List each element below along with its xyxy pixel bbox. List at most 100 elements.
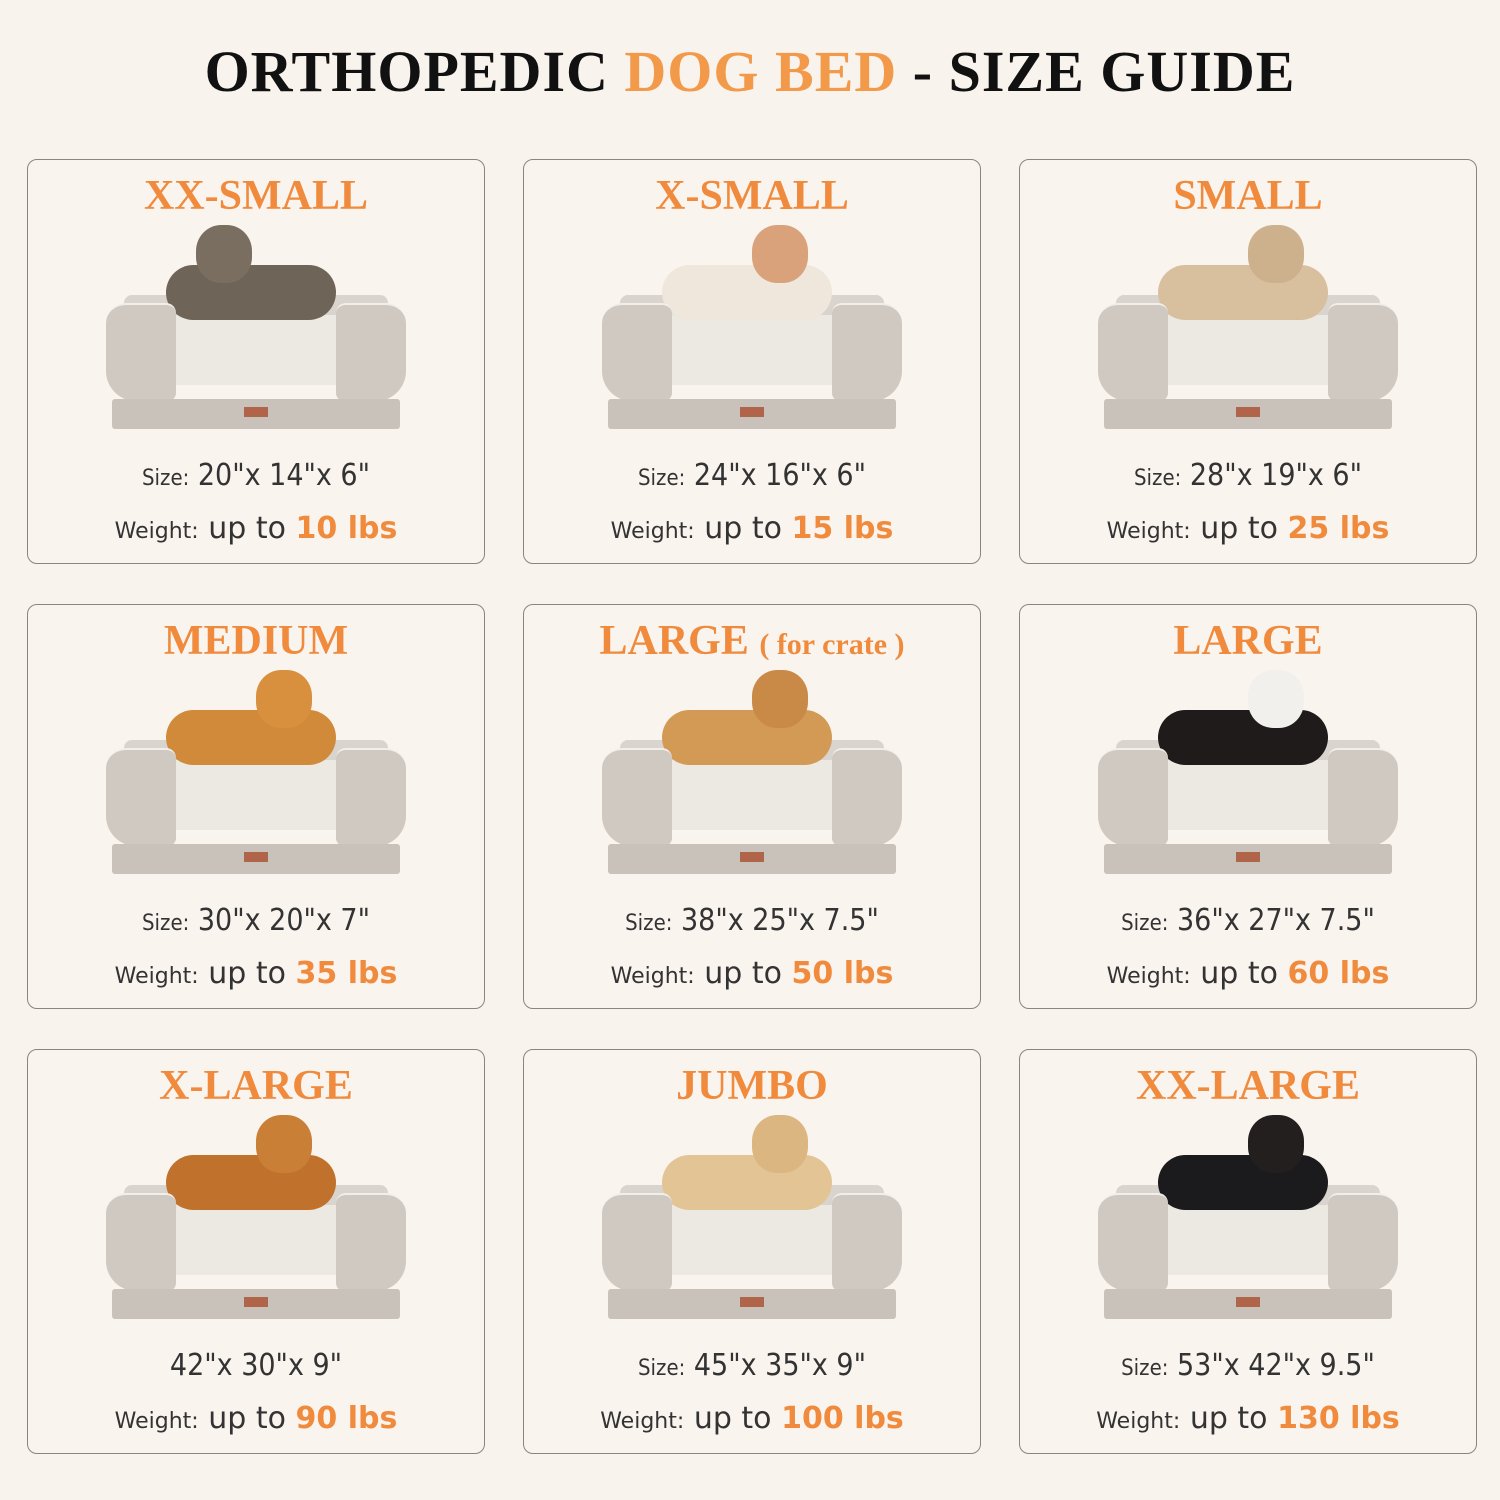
title-accent: DOG BED <box>624 39 898 104</box>
size-card: XX-SMALL Size: 20"x 14"x 6" Weight: up t… <box>27 159 485 564</box>
bed-bolster-left <box>1098 1193 1168 1291</box>
size-label: Size: <box>637 466 686 491</box>
title-part2: - SIZE GUIDE <box>897 39 1296 104</box>
bed-cushion <box>642 760 862 830</box>
size-value: 20"x 14"x 6" <box>197 458 371 493</box>
bed-bolster-left <box>602 303 672 401</box>
size-card: XX-LARGE Size: 53"x 42"x 9.5" Weight: up… <box>1019 1049 1477 1454</box>
size-card: JUMBO Size: 45"x 35"x 9" Weight: up to 1… <box>523 1049 981 1454</box>
bed-bolster-left <box>602 1193 672 1291</box>
size-name: JUMBO <box>676 1063 828 1109</box>
bed-cushion <box>1138 760 1358 830</box>
dog-bed-image <box>602 1115 902 1320</box>
pet-head <box>1248 670 1304 728</box>
size-title: X-SMALL <box>524 172 980 220</box>
size-card: SMALL Size: 28"x 19"x 6" Weight: up to 2… <box>1019 159 1477 564</box>
weight-value: 10 lbs <box>295 511 398 546</box>
size-title: SMALL <box>1020 172 1476 220</box>
size-title: XX-SMALL <box>28 172 484 220</box>
dog-bed-image <box>106 225 406 430</box>
weight-value: 50 lbs <box>791 956 894 991</box>
dog-bed-image <box>106 670 406 875</box>
pet-body <box>662 265 832 320</box>
dog-bed-image <box>1098 225 1398 430</box>
weight-capacity: Weight: up to 50 lbs <box>524 956 980 991</box>
pet-body <box>166 710 336 765</box>
bed-bolster-right <box>1328 748 1398 846</box>
pet-body <box>662 1155 832 1210</box>
weight-capacity: Weight: up to 10 lbs <box>28 511 484 546</box>
size-dimensions: Size: 36"x 27"x 7.5" <box>1020 903 1476 938</box>
size-title: XX-LARGE <box>1020 1062 1476 1110</box>
size-card: LARGE Size: 36"x 27"x 7.5" Weight: up to… <box>1019 604 1477 1009</box>
brand-tag <box>244 1297 268 1307</box>
weight-capacity: Weight: up to 35 lbs <box>28 956 484 991</box>
brand-tag <box>740 407 764 417</box>
weight-label: Weight: <box>600 1409 685 1434</box>
size-value: 24"x 16"x 6" <box>693 458 867 493</box>
bed-cushion <box>146 315 366 385</box>
bed-bolster-right <box>336 1193 406 1291</box>
size-name: X-SMALL <box>655 173 849 219</box>
bed-bolster-right <box>1328 1193 1398 1291</box>
weight-value: 25 lbs <box>1287 511 1390 546</box>
french-bulldog-image <box>1158 225 1338 335</box>
weight-prefix: up to <box>704 956 782 991</box>
size-dimensions: Size: 24"x 16"x 6" <box>524 458 980 493</box>
weight-prefix: up to <box>1189 1401 1268 1436</box>
pet-head <box>752 1115 808 1173</box>
tabby-cat-image <box>166 225 346 335</box>
pet-body <box>1158 265 1328 320</box>
bed-bolster-left <box>602 748 672 846</box>
bed-cushion <box>1138 1205 1358 1275</box>
size-label: Size: <box>1133 466 1182 491</box>
pet-body <box>1158 1155 1328 1210</box>
bed-cushion <box>642 1205 862 1275</box>
pet-body <box>166 265 336 320</box>
dog-bed-image <box>1098 670 1398 875</box>
weight-capacity: Weight: up to 25 lbs <box>1020 511 1476 546</box>
bed-bolster-right <box>832 1193 902 1291</box>
size-name: XX-SMALL <box>143 173 368 219</box>
bed-bolster-right <box>1328 303 1398 401</box>
weight-value: 15 lbs <box>791 511 894 546</box>
dog-bed-image <box>106 1115 406 1320</box>
australian-shepherd-image <box>1158 670 1338 780</box>
brand-tag <box>1236 1297 1260 1307</box>
weight-prefix: up to <box>704 511 782 546</box>
brand-tag <box>1236 407 1260 417</box>
size-label: Size: <box>1121 911 1169 936</box>
size-dimensions: Size: 45"x 35"x 9" <box>524 1348 980 1383</box>
weight-capacity: Weight: up to 100 lbs <box>524 1401 980 1436</box>
bed-cushion <box>642 315 862 385</box>
page-title: ORTHOPEDIC DOG BED - SIZE GUIDE <box>0 38 1500 105</box>
size-title: MEDIUM <box>28 617 484 665</box>
size-name: SMALL <box>1173 173 1323 219</box>
shiba-inu-image <box>662 670 842 780</box>
size-note: ( for crate ) <box>759 628 905 661</box>
bed-bolster-left <box>106 303 176 401</box>
weight-value: 90 lbs <box>295 1401 398 1436</box>
weight-value: 130 lbs <box>1277 1401 1400 1436</box>
dog-bed-image <box>602 225 902 430</box>
size-card: LARGE ( for crate ) Size: 38"x 25"x 7.5"… <box>523 604 981 1009</box>
size-value: 38"x 25"x 7.5" <box>681 903 879 938</box>
size-title: LARGE <box>1020 617 1476 665</box>
bed-bolster-left <box>106 748 176 846</box>
bed-bolster-right <box>832 303 902 401</box>
pet-body <box>662 710 832 765</box>
size-dimensions: Size: 30"x 20"x 7" <box>28 903 484 938</box>
weight-prefix: up to <box>208 1401 286 1436</box>
pet-head <box>256 670 312 728</box>
weight-label: Weight: <box>114 519 199 544</box>
size-grid: XX-SMALL Size: 20"x 14"x 6" Weight: up t… <box>27 159 1477 1454</box>
size-dimensions: Size: 38"x 25"x 7.5" <box>524 903 980 938</box>
dog-bed-image <box>602 670 902 875</box>
size-name: LARGE <box>1173 618 1323 664</box>
brand-tag <box>244 852 268 862</box>
size-value: 30"x 20"x 7" <box>197 903 371 938</box>
size-title: LARGE ( for crate ) <box>524 617 980 665</box>
weight-label: Weight: <box>1106 964 1191 989</box>
dog-bed-image <box>1098 1115 1398 1320</box>
size-value: 28"x 19"x 6" <box>1189 458 1363 493</box>
